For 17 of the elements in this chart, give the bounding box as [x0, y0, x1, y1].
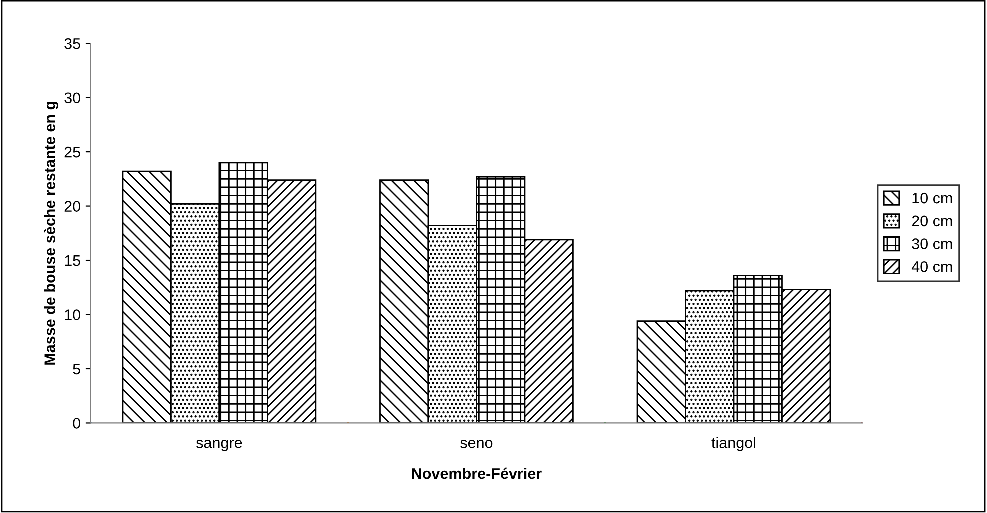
- y-tick-label: 5: [73, 364, 80, 375]
- x-axis-title: Novembre-Février: [412, 468, 542, 480]
- y-tick-label: 0: [73, 418, 80, 429]
- legend-label: 30 cm: [912, 238, 952, 250]
- y-tick-label: 35: [64, 38, 80, 50]
- y-tick-label: 30: [64, 92, 80, 104]
- x-tick-label: seno: [460, 440, 493, 448]
- legend-label: 20 cm: [912, 216, 952, 227]
- y-tick-label: 20: [64, 201, 80, 212]
- y-axis-title: Masse de bouse sèche restante en g: [44, 102, 59, 365]
- y-tick-label: 10: [65, 310, 80, 320]
- legend-label: 10 cm: [912, 192, 952, 204]
- legend-label: 40 cm: [912, 262, 952, 272]
- y-tick-label: 15: [65, 256, 80, 266]
- y-tick-label: 25: [64, 146, 80, 158]
- x-tick-label: tiangol: [712, 437, 756, 452]
- x-tick-label: sangre: [196, 440, 242, 452]
